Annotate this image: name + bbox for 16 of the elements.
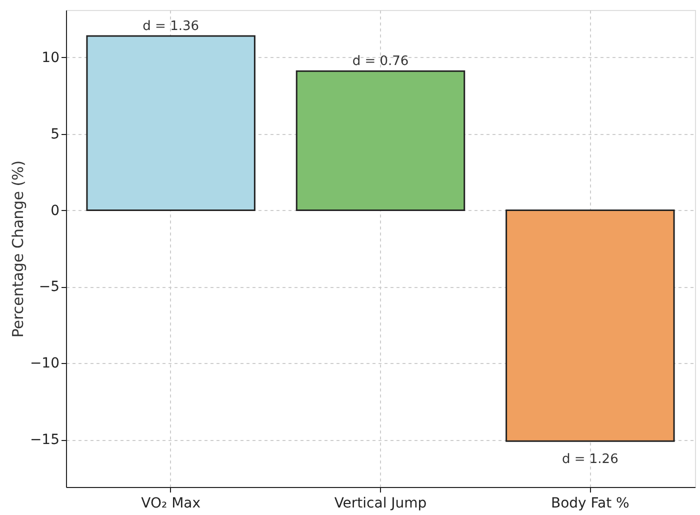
annotation: d = 0.76 [352, 54, 409, 70]
annotation: d = 1.26 [562, 452, 618, 468]
bar [86, 35, 256, 212]
y-tick-label: 10 [42, 50, 60, 66]
y-tick-label: 0 [50, 202, 60, 219]
annotation: d = 1.36 [142, 18, 200, 34]
y-tick-label: −5 [38, 279, 60, 296]
x-tick-label: VO₂ Max [141, 496, 201, 512]
y-tick-label: −15 [30, 432, 60, 448]
x-tick-label: Body Fat % [550, 496, 630, 512]
y-axis-title: Percentage Change (%) [8, 160, 27, 338]
bar [296, 70, 466, 212]
bar [506, 210, 675, 442]
y-tick-label: −10 [30, 356, 60, 372]
x-tick-label: Vertical Jump [334, 496, 427, 512]
y-tick-label: 5 [50, 126, 60, 142]
